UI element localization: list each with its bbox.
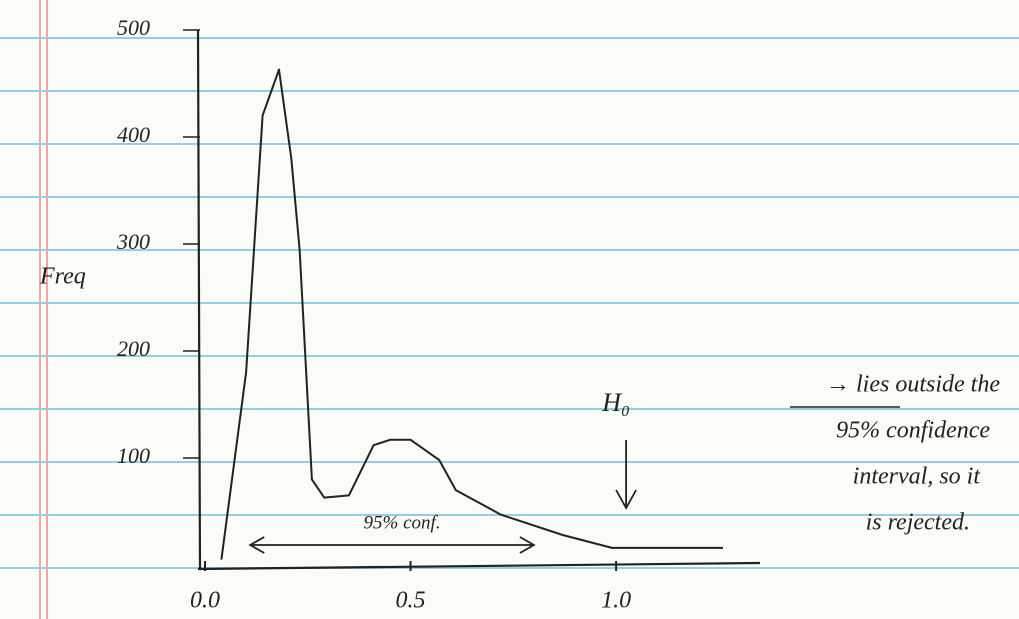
note-line: 95% confidence: [836, 418, 990, 444]
conf-label: 95% conf.: [364, 512, 441, 533]
note-line: is rejected.: [866, 510, 970, 536]
y-tick-label: 300: [116, 229, 150, 254]
x-tick-label: 1.0: [601, 588, 631, 614]
y-axis: [198, 30, 200, 570]
h0-label: H₀: [601, 388, 630, 417]
y-axis-label: Freq: [39, 264, 86, 290]
conf-arrow: [250, 537, 534, 553]
h0-arrow: [616, 440, 636, 508]
note-line: interval, so it: [853, 464, 982, 490]
chart: Freq 100 200 300 400 500 0.0 0.5 1.0 95% conf. H₀…: [0, 0, 1019, 619]
y-tick-label: 400: [117, 122, 150, 147]
x-tick-label: 0.0: [190, 588, 220, 614]
x-tick-label: 0.5: [396, 588, 426, 614]
note-line: → lies outside the: [826, 372, 1000, 398]
y-tick-label: 100: [117, 443, 150, 468]
y-tick-label: 200: [117, 336, 150, 361]
y-tick-label: 500: [117, 15, 150, 40]
